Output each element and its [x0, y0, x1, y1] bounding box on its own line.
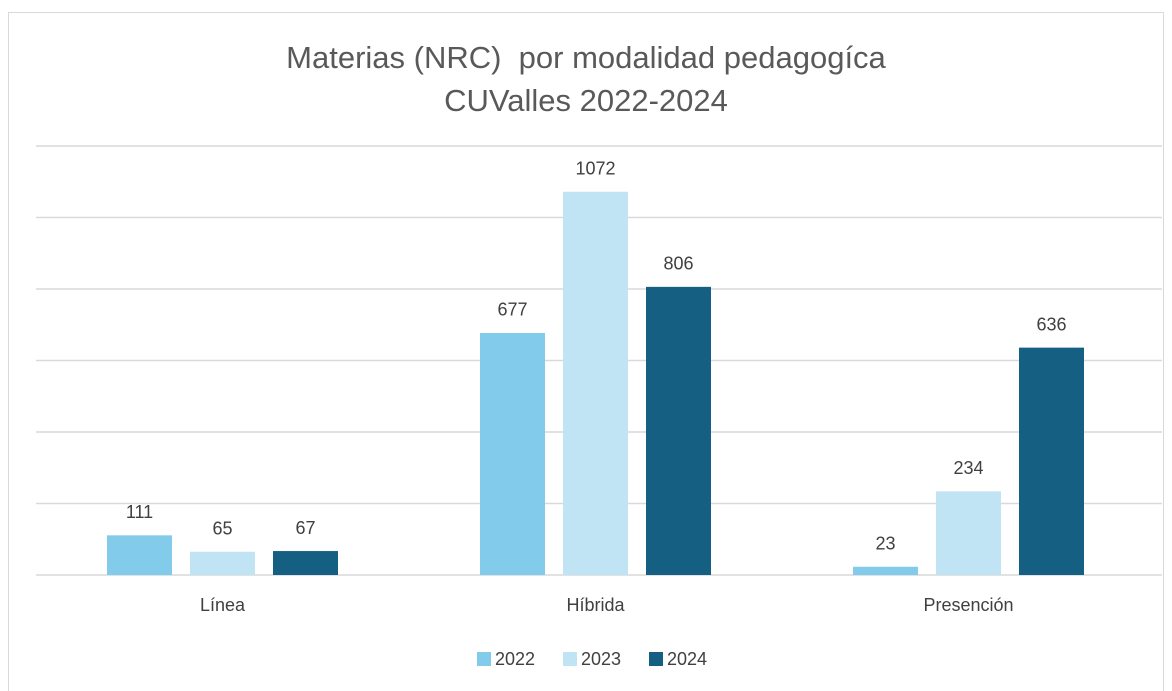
bar: [853, 566, 918, 575]
bar: [646, 286, 711, 575]
data-label: 111: [126, 502, 153, 522]
x-tick-label: Híbrida: [566, 595, 625, 615]
bar: [480, 332, 545, 575]
legend-label: 2022: [495, 649, 535, 669]
legend-label: 2023: [581, 649, 621, 669]
x-tick-label: Línea: [200, 595, 246, 615]
data-label: 65: [212, 519, 232, 539]
x-tick-label: Presención: [923, 595, 1013, 615]
chart-title: Materias (NRC) por modalidad pedagogíca …: [286, 40, 895, 118]
data-label: 67: [295, 518, 315, 538]
bar: [107, 535, 172, 575]
data-label: 806: [663, 254, 693, 274]
data-label: 234: [953, 458, 983, 478]
bar: [1019, 347, 1084, 575]
bar: [273, 551, 338, 575]
bar: [936, 491, 1001, 575]
legend-swatch: [477, 652, 491, 666]
bar: [563, 191, 628, 575]
data-label: 677: [497, 300, 527, 320]
data-label: 23: [875, 534, 895, 554]
data-label: 636: [1036, 314, 1066, 334]
bar: [190, 551, 255, 575]
legend-swatch: [563, 652, 577, 666]
legend-label: 2024: [667, 649, 707, 669]
legend-swatch: [649, 652, 663, 666]
data-label: 1072: [575, 159, 615, 179]
